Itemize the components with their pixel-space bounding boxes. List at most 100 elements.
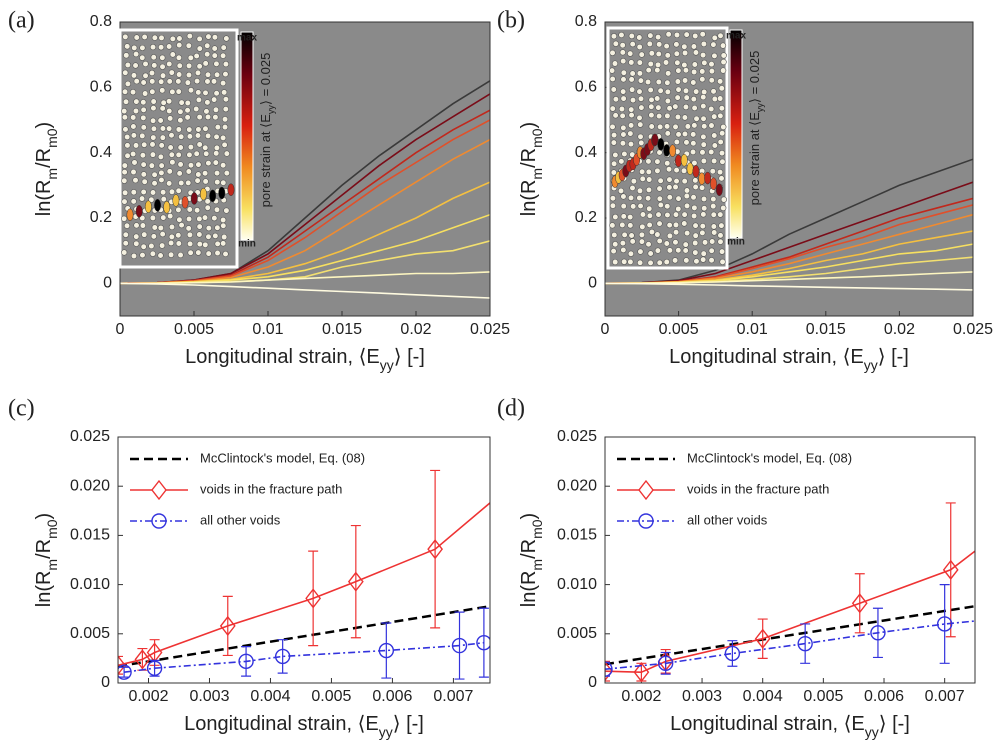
pore	[132, 62, 139, 69]
pore	[719, 258, 726, 265]
pore	[212, 114, 219, 121]
marker	[305, 588, 322, 609]
pore	[692, 177, 699, 184]
marker	[797, 635, 813, 652]
pore	[184, 79, 191, 86]
strained-pore	[715, 183, 723, 197]
pore	[645, 168, 652, 176]
x-tick-label: 0.002	[128, 688, 168, 705]
pore	[196, 215, 203, 223]
pore	[681, 61, 688, 69]
pore	[711, 142, 718, 149]
pore	[689, 148, 697, 156]
pore	[211, 45, 218, 52]
pore	[213, 133, 220, 140]
pore	[701, 205, 708, 212]
pore	[717, 95, 724, 102]
pore	[169, 88, 176, 95]
pore	[139, 252, 146, 259]
pore	[708, 61, 715, 68]
pore	[692, 32, 699, 40]
pore	[185, 225, 192, 232]
pore	[158, 44, 165, 51]
pore	[187, 54, 194, 61]
pore	[204, 51, 211, 58]
pore	[194, 132, 202, 139]
pore	[141, 231, 148, 238]
subscript: m0	[529, 519, 545, 539]
pore	[681, 130, 689, 138]
error-bar	[757, 618, 768, 659]
pore	[656, 41, 663, 48]
pore	[178, 99, 185, 106]
pore	[220, 79, 227, 87]
pore	[683, 31, 690, 38]
pore	[656, 259, 663, 266]
pore	[628, 32, 635, 40]
error-bar	[478, 607, 489, 678]
pore	[220, 134, 227, 141]
marker	[724, 645, 741, 662]
pore	[150, 98, 157, 105]
pore	[221, 89, 228, 96]
pore	[140, 188, 147, 196]
pore	[666, 176, 673, 183]
pore	[133, 78, 140, 85]
strained-pore	[190, 192, 198, 205]
pore	[611, 231, 618, 239]
error-bar	[222, 595, 233, 657]
pore	[141, 90, 149, 97]
label-part: ln(R	[518, 180, 540, 217]
pore	[656, 185, 663, 192]
pore	[682, 87, 690, 94]
strained-pore	[704, 171, 712, 185]
pore	[184, 107, 191, 114]
pore	[681, 211, 688, 218]
pore	[637, 202, 644, 210]
marker	[347, 571, 364, 592]
y-tick-label: 0	[588, 674, 597, 691]
pore	[142, 60, 149, 68]
error-bar	[350, 524, 361, 639]
pore	[159, 54, 166, 61]
pore	[619, 240, 626, 247]
colorbar-label: pore strain at ⟨Eyy⟩ = 0.025	[258, 53, 276, 208]
pore	[610, 33, 618, 40]
pore	[149, 189, 157, 196]
pore	[167, 251, 175, 258]
pore	[717, 238, 724, 245]
pore	[193, 78, 201, 85]
error-bar	[381, 622, 392, 679]
pore	[166, 107, 173, 115]
pore	[185, 215, 193, 223]
legend-label: all other voids	[200, 512, 281, 527]
x-tick-label: 0.007	[925, 688, 965, 705]
x-tick-label: 0.015	[806, 321, 846, 338]
pore	[637, 133, 644, 140]
pore	[168, 233, 175, 240]
pore	[691, 212, 698, 220]
pore	[720, 123, 727, 131]
pore	[204, 71, 212, 78]
pore	[672, 123, 679, 130]
marker	[451, 637, 468, 654]
pore	[177, 161, 184, 168]
pore	[666, 247, 673, 254]
pore	[121, 88, 129, 95]
pore	[629, 238, 636, 245]
pore	[648, 112, 655, 119]
pore	[682, 247, 689, 254]
pore	[223, 35, 230, 42]
pore	[672, 183, 679, 191]
marker	[870, 625, 886, 641]
pore	[187, 240, 194, 247]
label-part: )	[33, 513, 55, 520]
pore	[621, 150, 628, 158]
pore	[157, 117, 164, 124]
marker	[427, 539, 444, 560]
pore	[169, 51, 176, 58]
pore	[220, 240, 227, 247]
series-line	[118, 604, 490, 668]
pore	[683, 192, 690, 200]
pore	[123, 222, 131, 229]
